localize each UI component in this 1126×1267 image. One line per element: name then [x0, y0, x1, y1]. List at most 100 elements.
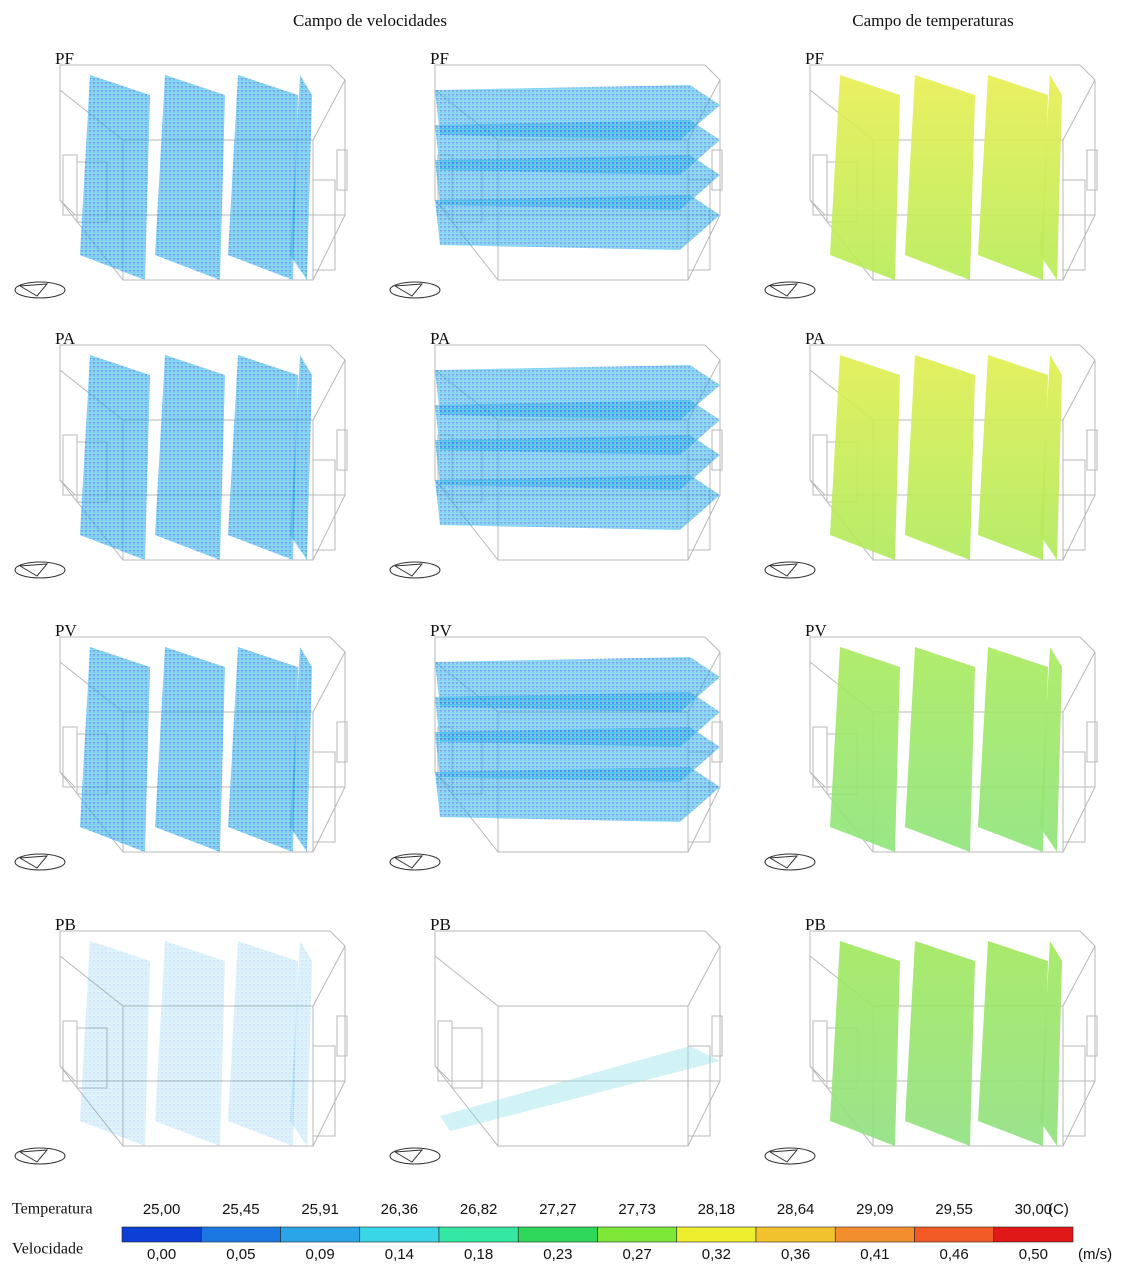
slice [978, 355, 1048, 560]
legend-tick: 0,50 [1019, 1246, 1048, 1263]
compass [770, 1150, 797, 1162]
slice [228, 75, 298, 280]
slice [80, 647, 150, 852]
legend-tick: 0,46 [940, 1246, 969, 1263]
legend-swatch [201, 1227, 280, 1242]
legend-swatch [281, 1227, 360, 1242]
panel-label: PA [430, 329, 451, 348]
room-edge [313, 946, 345, 1006]
panel: PB [390, 915, 722, 1164]
slice [978, 941, 1048, 1146]
legend-swatch [122, 1227, 201, 1242]
slice [978, 647, 1048, 852]
door [1063, 460, 1085, 550]
slice [830, 647, 900, 852]
compass [395, 1150, 422, 1162]
legend-tick: 0,27 [623, 1246, 652, 1263]
room-edge [1063, 946, 1095, 1006]
compass [20, 856, 47, 868]
legend-tick: 0,05 [226, 1246, 255, 1263]
legend-unit: (C) [1048, 1201, 1069, 1218]
slice [80, 941, 150, 1146]
panel-label: PB [430, 915, 451, 934]
door [1063, 752, 1085, 842]
legend-tick: 26,36 [381, 1201, 419, 1218]
figure: Campo de velocidades Campo de temperatur… [0, 0, 1126, 1267]
legend-tick: 0,00 [147, 1246, 176, 1263]
door [313, 1046, 335, 1136]
legend-unit: (m/s) [1078, 1246, 1112, 1263]
slice [905, 647, 975, 852]
legend-tick: 27,27 [539, 1201, 577, 1218]
room-edge [688, 946, 720, 1006]
slice [80, 355, 150, 560]
compass [20, 564, 47, 576]
legend-swatch [756, 1227, 835, 1242]
panel-label: PV [805, 621, 827, 640]
legend-tick: 26,82 [460, 1201, 498, 1218]
legend-swatch [677, 1227, 756, 1242]
legend-tick: 29,09 [856, 1201, 894, 1218]
panel-label: PF [55, 49, 74, 68]
compass [395, 564, 422, 576]
door [1063, 1046, 1085, 1136]
column-title: Campo de temperaturas [852, 11, 1013, 30]
panel: PA [765, 329, 1097, 578]
slice [830, 355, 900, 560]
panel: PB [765, 915, 1097, 1164]
room-edge [313, 80, 345, 140]
panel-label: PA [805, 329, 826, 348]
legend-swatch [598, 1227, 677, 1242]
room-edge [313, 652, 345, 712]
panel-label: PB [805, 915, 826, 934]
room-edge [313, 360, 345, 420]
slice [228, 647, 298, 852]
panel-label: PA [55, 329, 76, 348]
slice [228, 941, 298, 1146]
legend-tick: 25,00 [143, 1201, 181, 1218]
panel: PA [390, 329, 722, 578]
slice [435, 195, 720, 250]
legend-tick: 29,55 [935, 1201, 973, 1218]
panel-label: PF [805, 49, 824, 68]
slice [80, 75, 150, 280]
panel: PB [15, 915, 347, 1164]
panel-label: PB [55, 915, 76, 934]
slice [228, 355, 298, 560]
room-edge [1063, 360, 1095, 420]
room-edge [435, 956, 498, 1006]
panel: PF [765, 49, 1097, 298]
legend-title: Temperatura [12, 1201, 93, 1218]
legend-tick: 25,91 [301, 1201, 339, 1218]
legend-tick: 28,18 [698, 1201, 736, 1218]
panel: PF [390, 49, 722, 298]
legend-tick: 30,00 [1015, 1201, 1053, 1218]
slice [155, 647, 225, 852]
slice [435, 767, 720, 822]
legend-tick: 0,14 [385, 1246, 414, 1263]
legend-tick: 0,23 [543, 1246, 572, 1263]
legend-swatch [360, 1227, 439, 1242]
panel: PA [15, 329, 347, 578]
compass [770, 856, 797, 868]
legend-swatch [835, 1227, 914, 1242]
compass [20, 284, 47, 296]
slice [830, 75, 900, 280]
panel: PV [390, 621, 722, 870]
legend-tick: 28,64 [777, 1201, 815, 1218]
room-edge [1063, 652, 1095, 712]
panel-label: PV [430, 621, 452, 640]
legend-title: Velocidade [12, 1241, 83, 1258]
compass [395, 856, 422, 868]
panel: PV [15, 621, 347, 870]
compass [770, 284, 797, 296]
panel: PV [765, 621, 1097, 870]
legend-tick: 27,73 [618, 1201, 656, 1218]
legend-tick: 0,18 [464, 1246, 493, 1263]
legend-tick: 0,36 [781, 1246, 810, 1263]
slice [905, 941, 975, 1146]
slice [155, 355, 225, 560]
door [313, 180, 335, 270]
legend-tick: 0,09 [306, 1246, 335, 1263]
